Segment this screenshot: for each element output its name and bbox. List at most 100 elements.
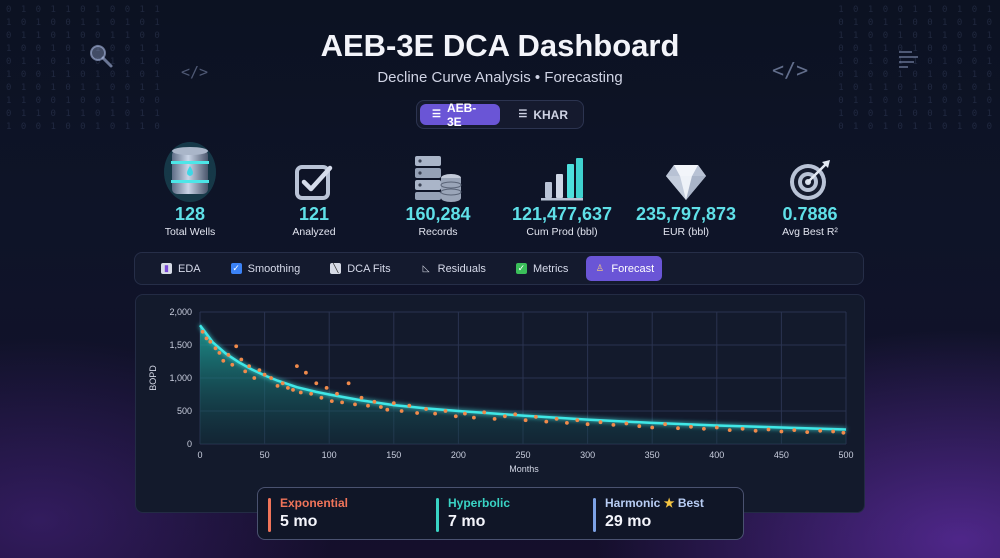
observed-point [544,419,549,424]
observed-point [575,418,580,423]
observed-point [262,372,267,377]
field-option-label: KHAR [533,107,568,122]
x-tick-label: 100 [322,450,337,460]
observed-point [280,381,285,386]
observed-point [247,364,251,368]
x-tick-label: 0 [197,450,202,460]
observed-point [453,414,458,419]
page-subtitle: Decline Curve Analysis • Forecasting [377,69,623,86]
observed-point [291,388,295,392]
observed-point [269,376,273,380]
x-tick-label: 450 [774,450,789,460]
observed-point [424,407,428,411]
tab-smoothing[interactable]: ✓ Smoothing [223,256,309,281]
observed-point [714,425,719,430]
tab-label: EDA [178,262,201,275]
observed-point [324,386,329,390]
x-tick-label: 250 [515,450,530,460]
method-exponential[interactable]: Exponential 5 mo [268,496,348,533]
observed-point [286,386,290,390]
method-color-bar [436,498,439,532]
observed-point [503,414,507,419]
check-icon: ✓ [515,263,527,274]
observed-point [304,370,308,375]
observed-point [243,369,248,374]
field-option-label: AEB-3E [446,100,477,129]
method-harmonic[interactable]: Harmonic ★ Best 29 mo [593,496,704,533]
method-name: Harmonic [605,496,661,510]
observed-point [689,424,693,429]
kpi-avg-best-r2: 0.7886 Avg Best R² [750,146,870,238]
y-tick-label: 1,500 [169,340,192,350]
observed-point [585,422,590,427]
x-axis-label: Months [509,464,539,474]
residuals-icon: ◺ [422,263,430,273]
kpi-analyzed: 121 Analyzed [254,146,374,238]
tab-residuals[interactable]: ◺ Residuals [413,256,494,281]
checkbox-icon [295,165,333,200]
observed-point [353,402,357,407]
kpi-row: 128 Total Wells 121 Analyzed [130,142,870,238]
observed-point [295,364,299,368]
observed-point [359,395,364,400]
observed-point [200,329,205,334]
tab-metrics[interactable]: ✓ Metrics [508,256,576,281]
observed-point [702,426,706,431]
observed-point [319,395,324,400]
observed-point [309,391,313,396]
observed-point [239,357,244,362]
tab-eda[interactable]: ▮ EDA [153,256,209,281]
observed-point [366,403,370,408]
observed-point [407,403,412,408]
kpi-value: 235,797,873 [635,204,737,224]
target-icon [790,160,830,200]
kpi-total-wells: 128 Total Wells [130,142,250,238]
observed-point [513,412,518,417]
observed-point [779,429,784,434]
forecast-chart-panel: 0 50 100 150 200 250 300 350 400 450 500 0 500 1,000 1… [135,294,865,513]
observed-point [433,411,437,416]
tab-label: Forecast [611,262,655,275]
method-value: 5 mo [280,513,318,530]
diamond-icon [666,165,706,200]
observed-point [399,409,404,413]
bar-chart-icon: ▮ [161,263,172,274]
star-icon: ★ [663,496,675,510]
observed-point [792,428,797,432]
code-brackets-icon: </> [181,63,209,81]
fit-curve-line [199,324,847,431]
observed-point [226,353,231,357]
kpi-value: 121,477,637 [511,204,613,224]
method-hyperbolic[interactable]: Hyperbolic 7 mo [436,496,510,533]
observed-point [217,351,222,355]
tab-label: DCA Fits [347,262,391,275]
observed-point [624,421,629,426]
x-tick-label: 300 [580,450,595,460]
observed-point [252,376,257,380]
observed-point [208,339,213,344]
observed-point [234,344,239,349]
observed-point [230,362,235,367]
method-name-row: Harmonic ★ Best [605,496,704,510]
kpi-eur: 235,797,873 EUR (bbl) [626,146,746,238]
tab-dca-fits[interactable]: ╲ DCA Fits [322,256,398,281]
observed-point [676,426,680,431]
observed-point [463,411,467,416]
tab-forecast[interactable]: ♙ Forecast [586,256,663,281]
field-option-aeb3e[interactable]: ☰ AEB-3E [420,101,501,129]
field-switch: ☰ AEB-3E ☰ KHAR [416,100,584,129]
method-value: 7 mo [448,513,486,530]
observed-point [805,430,810,434]
observed-point [298,390,303,395]
observed-point [766,427,771,432]
y-tick-label: 500 [177,406,192,416]
tab-label: Residuals [437,262,486,275]
observed-point [472,415,476,420]
field-option-khar[interactable]: ☰ KHAR [506,104,580,125]
observed-point [534,415,538,419]
observed-point [204,336,209,341]
binary-pattern-right: 1 0 1 0 0 1 1 0 1 0 1 0 1 0 1 1 0 0 1 0 … [838,5,994,132]
best-badge: Best [677,496,704,510]
x-tick-label: 50 [260,450,270,460]
observed-point [391,401,396,405]
